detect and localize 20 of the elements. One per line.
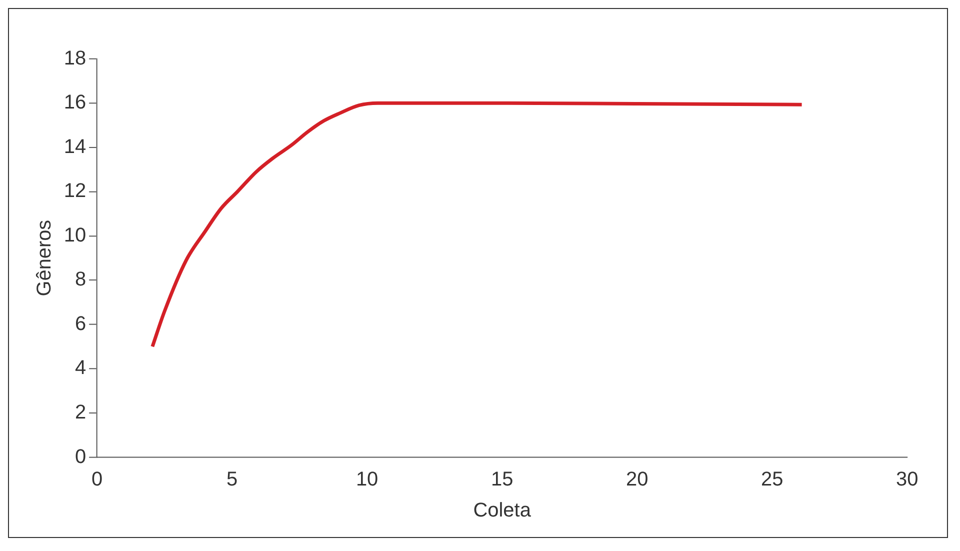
x-tick-label: 10 bbox=[356, 468, 378, 491]
y-tick-label: 0 bbox=[74, 446, 86, 468]
x-axis-title: Coleta bbox=[473, 500, 532, 522]
x-tick-label: 20 bbox=[626, 468, 648, 491]
x-tick-label: 0 bbox=[92, 468, 103, 491]
x-tick-label: 5 bbox=[226, 468, 238, 491]
x-tick-label: 30 bbox=[896, 468, 918, 491]
y-tick-label: 16 bbox=[64, 92, 86, 114]
y-tick-label: 8 bbox=[74, 268, 86, 291]
x-tick-label: 15 bbox=[490, 468, 514, 491]
y-tick-label: 10 bbox=[64, 224, 86, 246]
y-tick-label: 2 bbox=[74, 402, 86, 424]
y-tick-label: 4 bbox=[74, 357, 86, 380]
y-axis-title: Gêneros bbox=[33, 220, 56, 296]
x-tick-label: 25 bbox=[760, 468, 784, 491]
y-tick-label: 12 bbox=[64, 180, 86, 202]
y-tick-label: 18 bbox=[64, 47, 86, 70]
y-tick-label: 14 bbox=[64, 136, 86, 158]
line-series bbox=[150, 101, 804, 348]
y-tick-label: 6 bbox=[74, 312, 86, 335]
